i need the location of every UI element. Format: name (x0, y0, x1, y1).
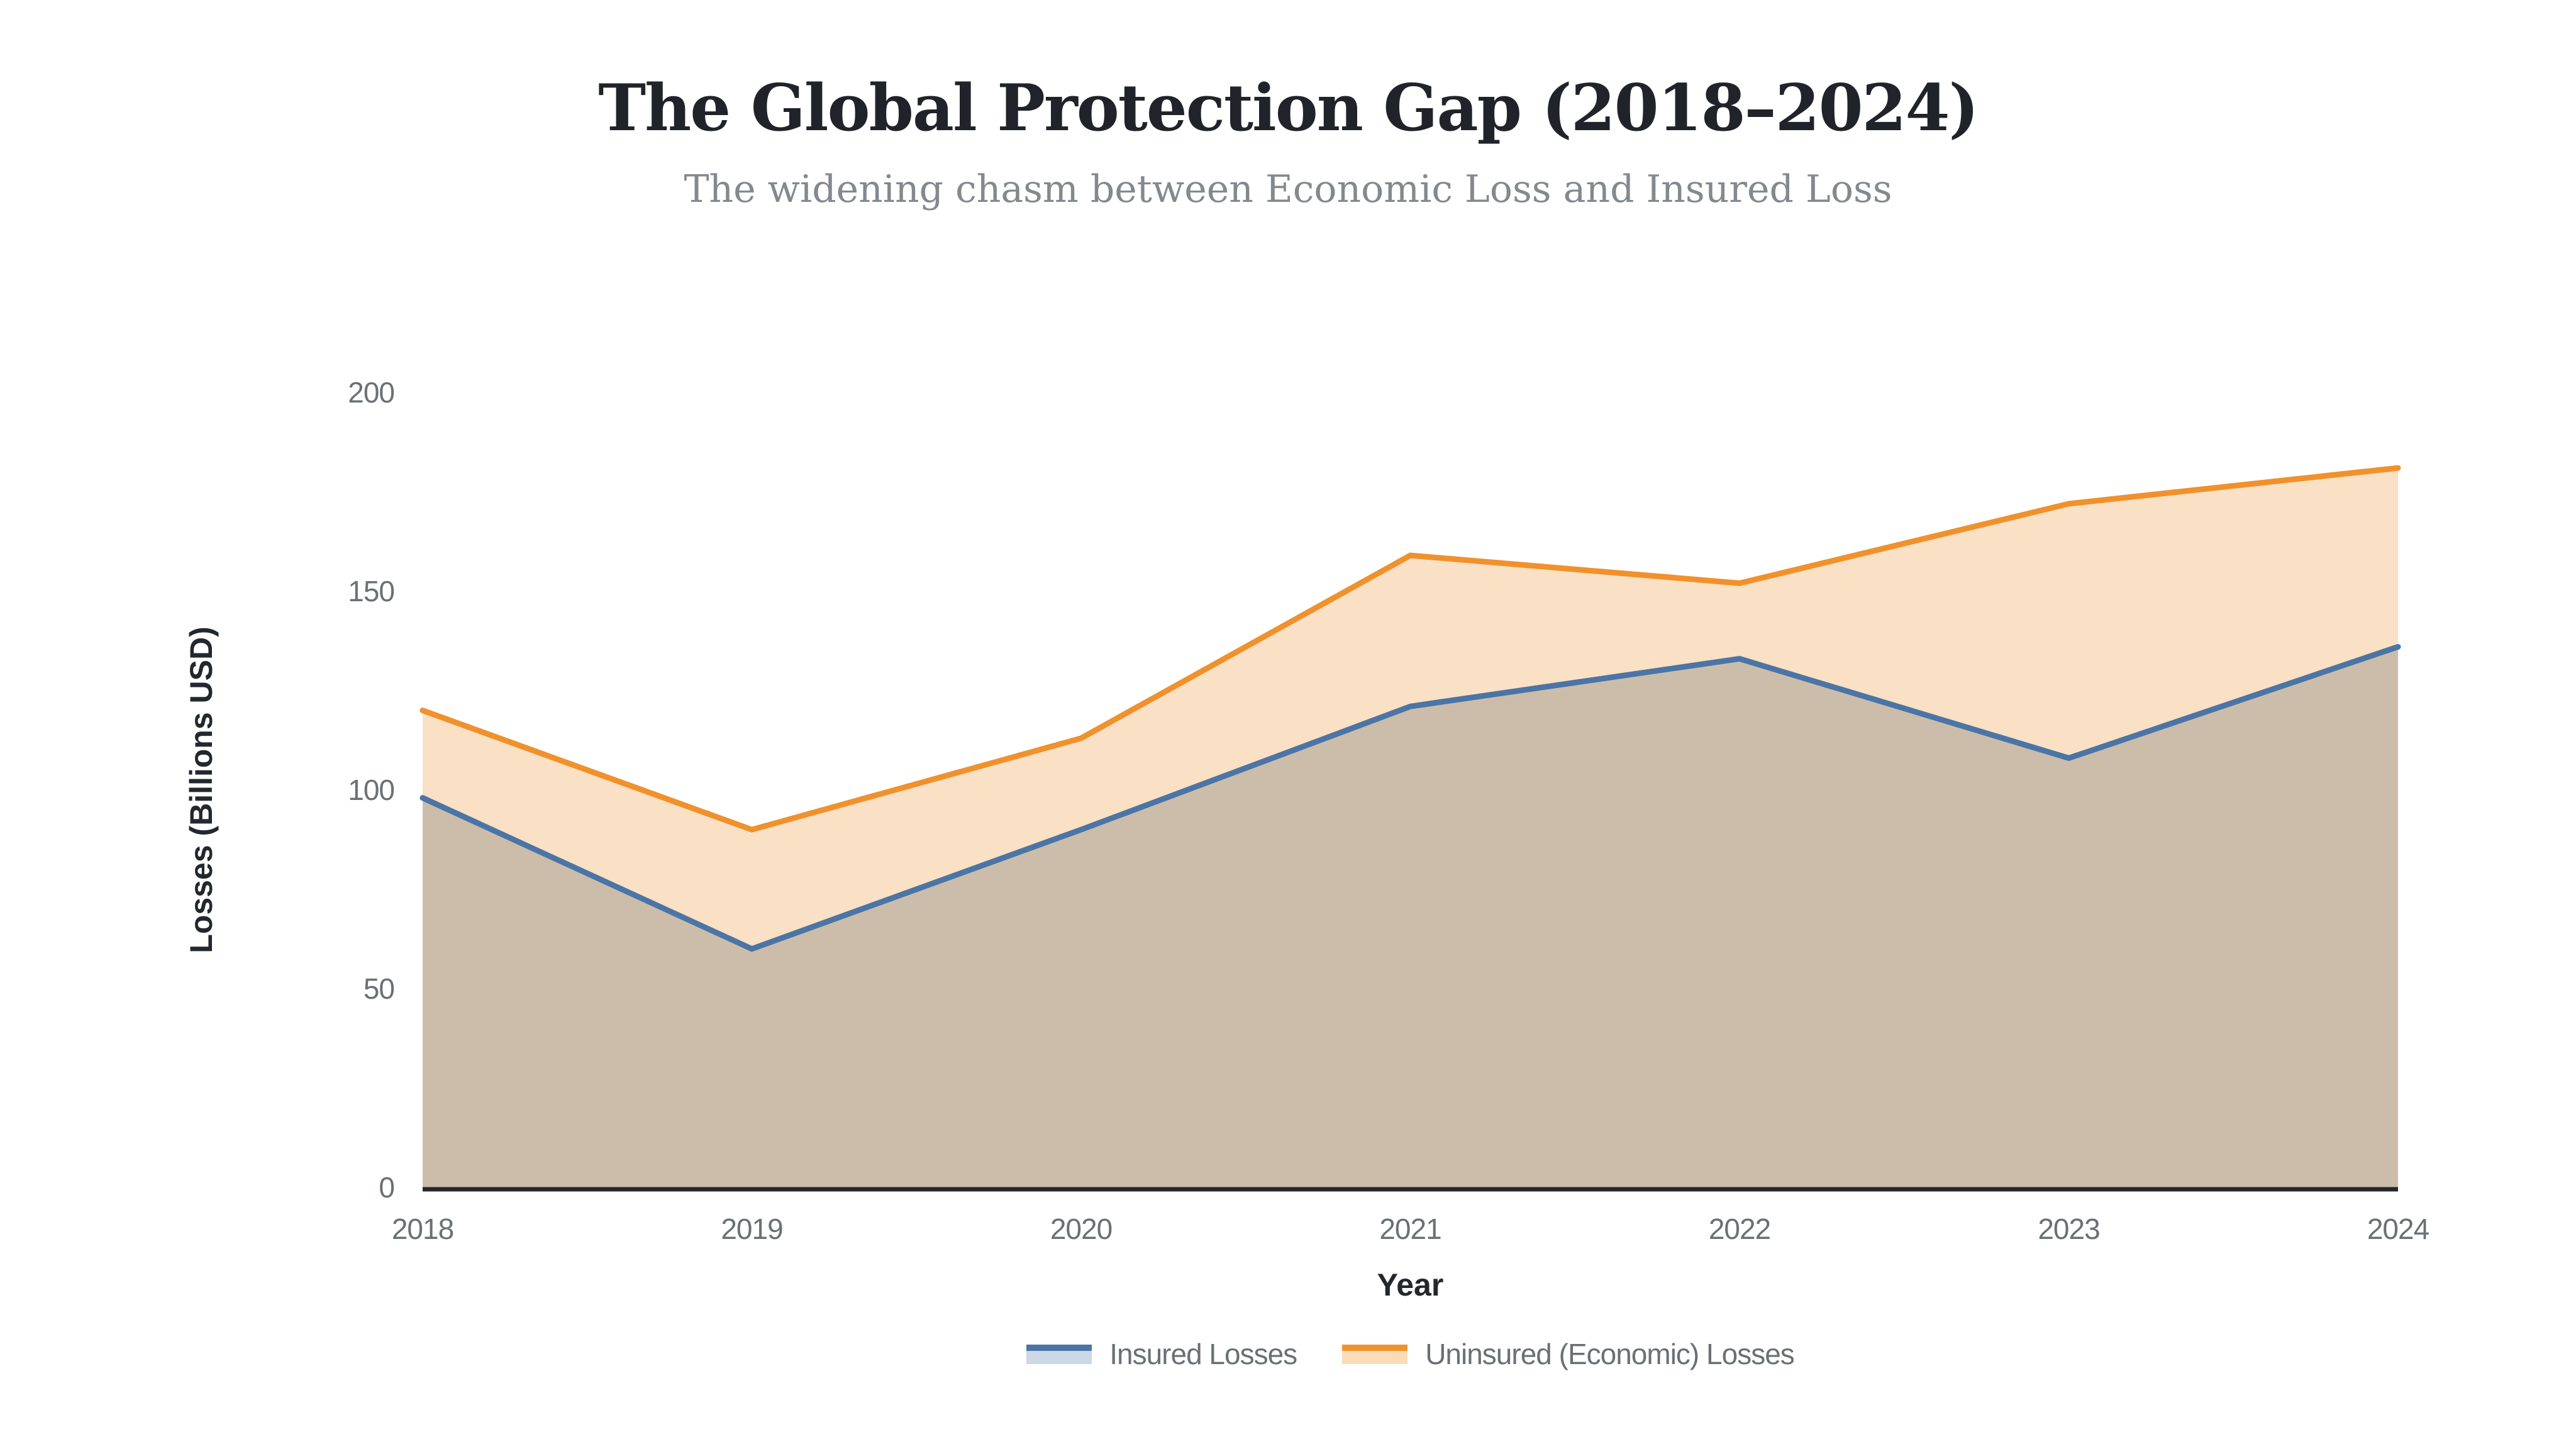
insured-legend-swatch-line (1026, 1344, 1092, 1351)
y-tick-label-0: 0 (379, 1171, 395, 1204)
legend-label-insured: Insured Losses (1109, 1338, 1297, 1370)
x-tick-label-2018: 2018 (391, 1213, 454, 1245)
legend: Insured Losses Uninsured (Economic) Loss… (423, 1337, 2398, 1371)
uninsured-economic-line (419, 465, 2401, 833)
x-axis-title: Year (1377, 1267, 1444, 1302)
x-tick-label-2024: 2024 (2367, 1213, 2429, 1245)
legend-item-uninsured: Uninsured (Economic) Losses (1342, 1337, 1795, 1371)
uninsured-legend-swatch (1342, 1344, 1408, 1364)
chart-title: The Global Protection Gap (2018–2024) (598, 70, 1979, 146)
x-tick-label-2019: 2019 (721, 1213, 783, 1245)
legend-item-insured: Insured Losses (1026, 1337, 1297, 1371)
insured-legend-swatch-fill (1026, 1350, 1092, 1364)
insured-area (423, 647, 2398, 1187)
uninsured-legend-swatch-line (1342, 1344, 1408, 1351)
x-tick-label-2023: 2023 (2038, 1213, 2100, 1245)
insured-line (419, 643, 2401, 952)
chart-subtitle: The widening chasm between Economic Loss… (684, 167, 1892, 211)
legend-label-uninsured: Uninsured (Economic) Losses (1425, 1338, 1795, 1370)
y-tick-label-200: 200 (348, 376, 395, 409)
y-tick-label-100: 100 (348, 774, 395, 806)
y-tick-label-150: 150 (348, 575, 395, 608)
x-tick-label-2020: 2020 (1050, 1213, 1113, 1245)
x-tick-label-2021: 2021 (1379, 1213, 1441, 1245)
insured-legend-swatch (1026, 1344, 1092, 1364)
x-tick-label-2022: 2022 (1708, 1213, 1771, 1245)
uninsured-legend-swatch-fill (1342, 1350, 1408, 1364)
y-tick-label-50: 50 (363, 972, 395, 1005)
